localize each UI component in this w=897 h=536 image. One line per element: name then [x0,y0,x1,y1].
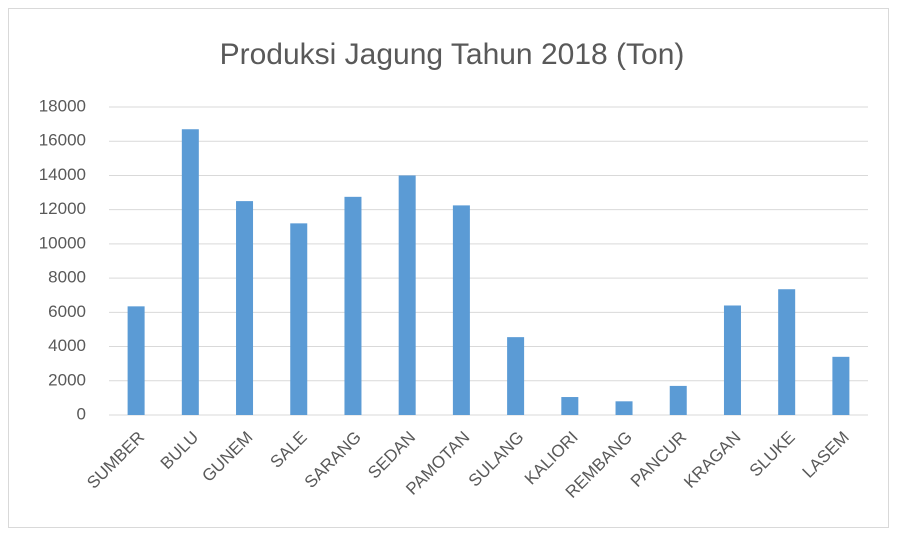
y-tick-label: 14000 [39,165,86,184]
bar [723,305,741,415]
y-tick-label: 0 [77,404,86,423]
y-tick-label: 8000 [48,268,86,287]
bar [398,175,416,415]
bar [344,196,362,415]
bar [507,337,525,415]
y-tick-label: 12000 [39,199,86,218]
chart-border [8,8,889,528]
bar [669,385,687,415]
bar [778,289,796,415]
bar [290,223,308,415]
y-tick-label: 4000 [48,336,86,355]
y-tick-label: 10000 [39,233,86,252]
bar [615,401,633,415]
bar [832,356,850,415]
bar [127,306,145,415]
y-tick-label: 18000 [39,96,86,115]
bar [452,205,470,415]
y-tick-label: 2000 [48,370,86,389]
chart-title: Produksi Jagung Tahun 2018 (Ton) [220,38,685,71]
y-tick-label: 16000 [39,131,86,150]
y-tick-label: 6000 [48,302,86,321]
bar [236,201,254,415]
bar [561,397,579,415]
bar [181,129,199,415]
